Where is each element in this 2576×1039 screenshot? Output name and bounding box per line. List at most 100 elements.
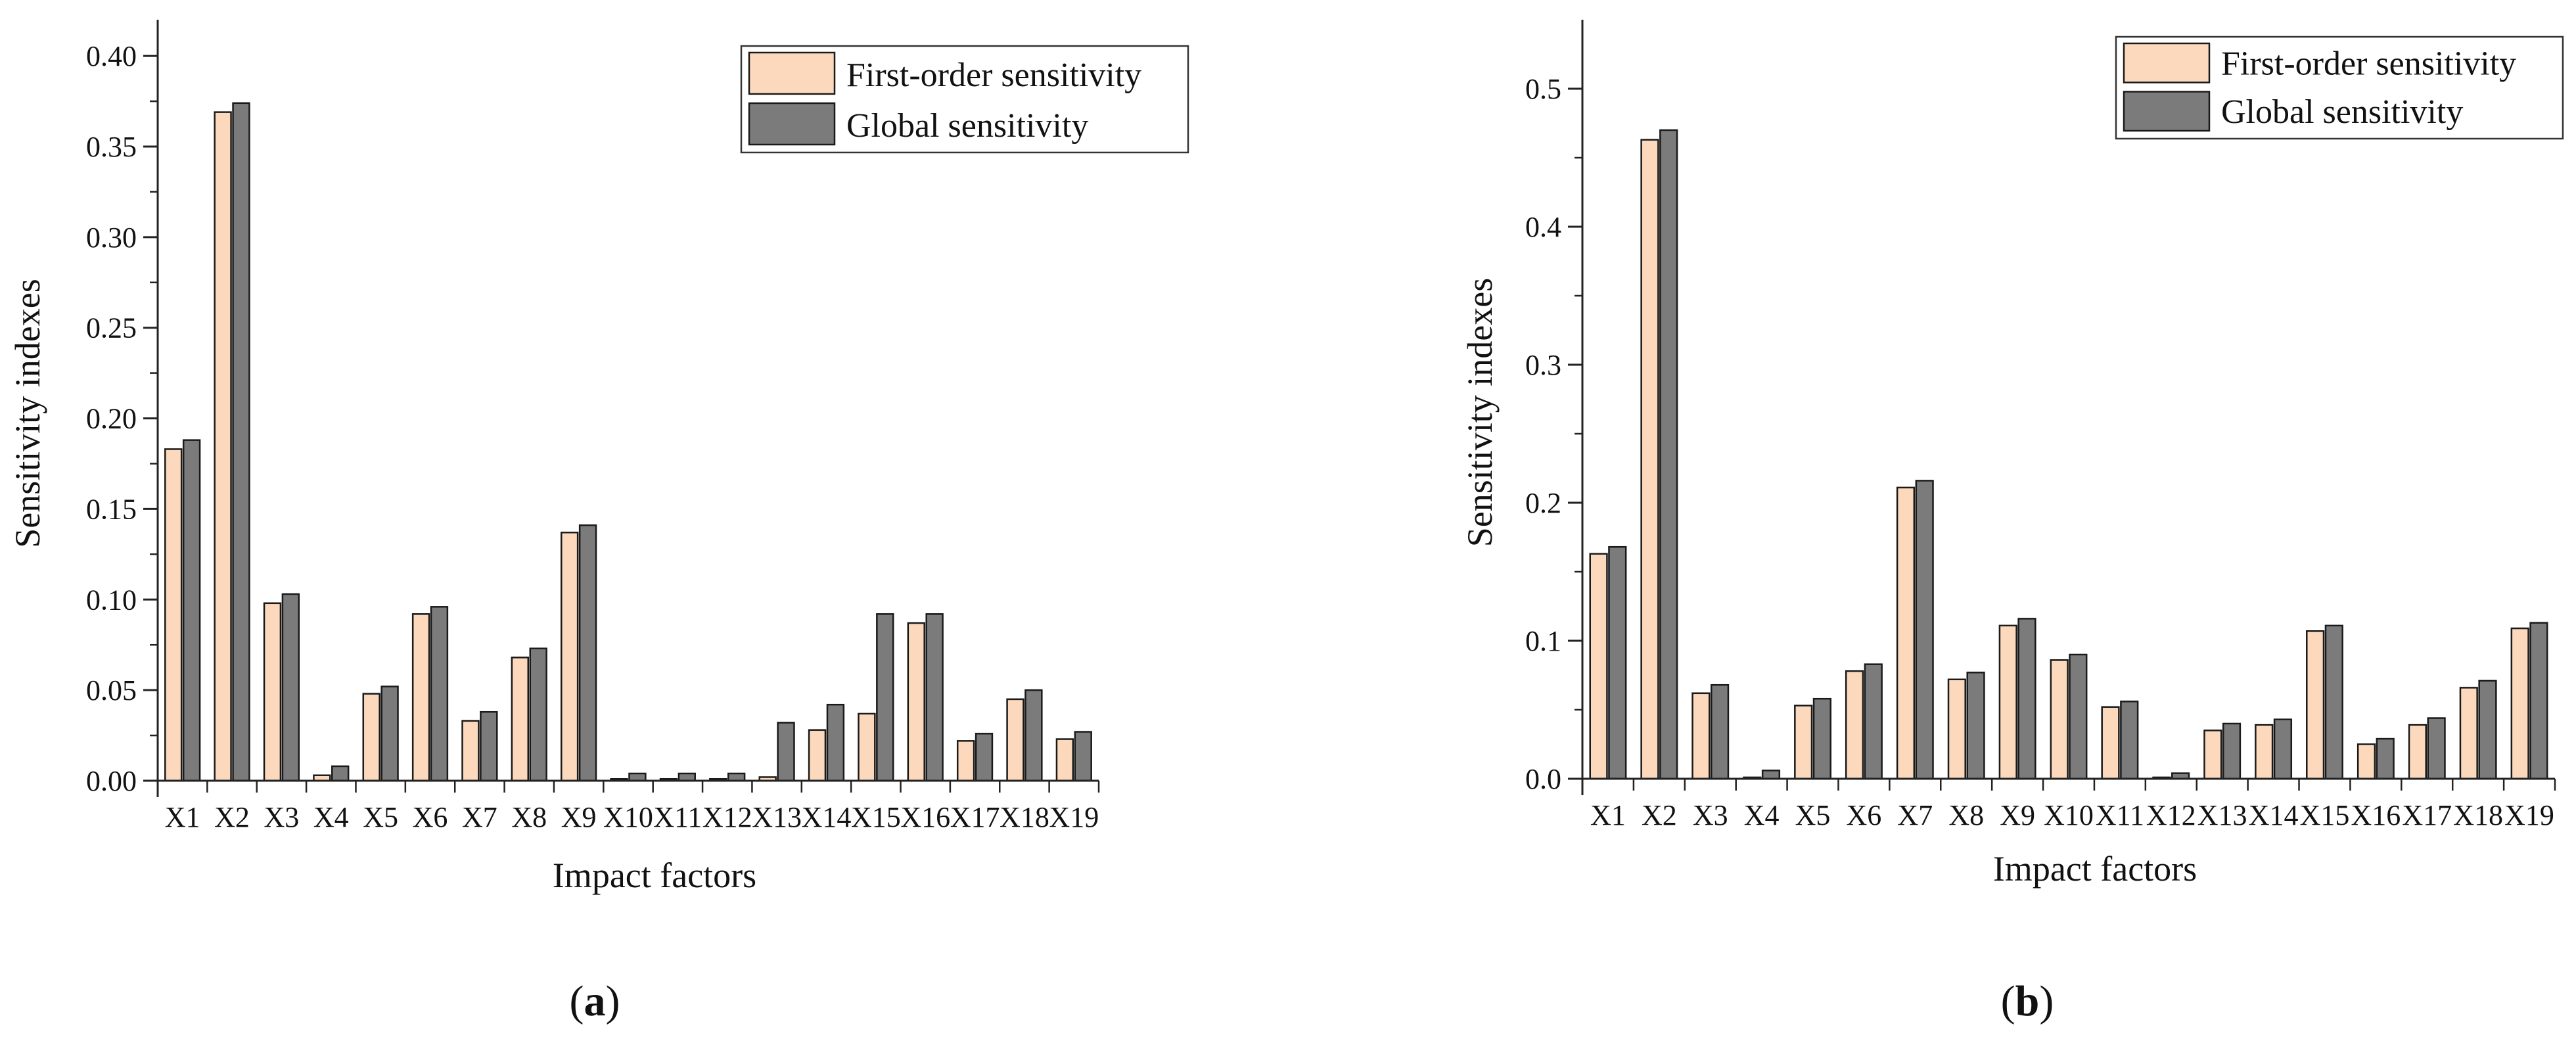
x-tick-label: X17 [2402, 799, 2452, 831]
bar-global-X13 [2222, 722, 2242, 780]
bar-global-X13 [777, 722, 795, 782]
x-tick-label: X15 [851, 801, 901, 833]
bar-global-X7 [480, 710, 498, 782]
bar-first-order-X3 [263, 602, 282, 782]
bar-first-order-X18 [1006, 698, 1024, 782]
bar-first-order-X10 [2050, 659, 2069, 780]
bar-first-order-X9 [561, 532, 579, 782]
x-tick-label: X5 [1795, 799, 1831, 831]
bar-global-X5 [380, 685, 399, 782]
x-tick-label: X12 [2146, 799, 2196, 831]
bar-first-order-X18 [2459, 687, 2478, 780]
bar-global-X16 [925, 613, 944, 782]
x-tick-label: X19 [1049, 801, 1099, 833]
x-tick-label: X6 [1847, 799, 1882, 831]
legend-swatch-first-order [2123, 42, 2211, 83]
bar-first-order-X15 [858, 712, 876, 782]
panel-caption: (a) [570, 977, 620, 1025]
x-tick-label: X13 [2197, 799, 2247, 831]
bar-first-order-X6 [411, 613, 430, 782]
y-axis-title: Sensitivity indexes [1460, 278, 1500, 547]
bar-global-X3 [281, 593, 300, 782]
bar-global-X16 [2376, 737, 2395, 780]
x-tick-label: X14 [802, 801, 852, 833]
x-tick-label: X9 [561, 801, 597, 833]
bar-global-X1 [1608, 545, 1627, 780]
bar-first-order-X15 [2306, 630, 2325, 780]
bar-first-order-X1 [1589, 553, 1608, 780]
bar-first-order-X11 [2101, 706, 2120, 780]
bar-first-order-X9 [1998, 624, 2017, 780]
bar-global-X2 [232, 102, 250, 782]
y-tick-label: 0.10 [86, 584, 137, 616]
legend-swatch-global [2123, 91, 2211, 132]
legend-label-global: Global sensitivity [846, 107, 1088, 145]
bar-first-order-X19 [1055, 738, 1074, 782]
y-tick-label: 0.00 [86, 765, 137, 797]
bar-global-X4 [1761, 770, 1781, 780]
y-tick-label: 0.0 [1525, 763, 1561, 795]
x-axis-title: Impact factors [553, 856, 756, 895]
x-tick-label: X1 [1590, 799, 1626, 831]
bar-first-order-X14 [2255, 724, 2274, 780]
bar-first-order-X6 [1845, 670, 1864, 780]
x-tick-label: X8 [511, 801, 547, 833]
bar-global-X9 [2017, 618, 2036, 780]
x-axis-title: Impact factors [1993, 849, 2197, 889]
bar-first-order-X16 [2357, 743, 2376, 780]
x-tick-label: X11 [2096, 799, 2144, 831]
bar-first-order-X5 [1794, 704, 1813, 780]
legend-label-global: Global sensitivity [2221, 93, 2463, 131]
bar-global-X17 [2427, 717, 2446, 780]
bar-global-X10 [2069, 653, 2088, 780]
panel-a-chart: 0.00 0.05 0.10 0.15 0.20 0.25 0.30 0.35 0.40 X1 X2… [8, 20, 1189, 1025]
y-tick-label: 0.40 [86, 40, 137, 72]
y-tick-label: 0.20 [86, 403, 137, 435]
y-tick-label: 0.05 [86, 674, 137, 706]
x-tick-label: X10 [2044, 799, 2094, 831]
y-tick-label: 0.1 [1525, 625, 1561, 657]
bar-global-X3 [1710, 683, 1730, 780]
bar-first-order-X13 [2203, 729, 2222, 780]
x-tick-label: X11 [653, 801, 702, 833]
y-tick-label: 0.3 [1525, 349, 1561, 381]
bar-global-X9 [578, 524, 597, 782]
x-tick-label: X18 [2453, 799, 2503, 831]
bar-first-order-X17 [2408, 724, 2427, 780]
bar-global-X18 [2478, 680, 2497, 780]
x-tick-label: X5 [363, 801, 398, 833]
y-tick-label: 0.35 [86, 131, 137, 163]
bar-global-X4 [331, 765, 350, 782]
y-tick-label: 0.15 [86, 493, 137, 525]
panel-b-chart: 0.00.10.20.30.40.5X1 X2 X3 X4 X5 X6 X7 X8 X9 X10 X… [1460, 20, 2564, 1025]
x-tick-label: X2 [1642, 799, 1677, 831]
panel-caption: (b) [2001, 977, 2054, 1025]
x-tick-label: X14 [2249, 799, 2299, 831]
bar-first-order-X8 [511, 657, 530, 782]
x-tick-label: X8 [1948, 799, 1984, 831]
x-tick-label: X16 [900, 801, 950, 833]
bar-first-order-X19 [2510, 627, 2529, 780]
y-tick-label: 0.30 [86, 221, 137, 254]
y-tick-label: 0.5 [1525, 73, 1561, 105]
x-tick-label: X3 [1693, 799, 1728, 831]
y-tick-label: 0.2 [1525, 487, 1561, 519]
bar-global-X8 [1966, 672, 1985, 780]
x-tick-label: X17 [950, 801, 1000, 833]
bar-first-order-X8 [1947, 678, 1966, 780]
bar-global-X19 [1074, 731, 1092, 782]
x-tick-label: X7 [1897, 799, 1933, 831]
bar-global-X10 [628, 772, 647, 782]
bar-first-order-X7 [461, 720, 480, 782]
x-tick-label: X4 [1744, 799, 1780, 831]
bar-global-X17 [975, 733, 994, 782]
x-tick-label: X18 [1000, 801, 1049, 833]
y-tick-label: 0.25 [86, 312, 137, 344]
x-tick-label: X3 [264, 801, 300, 833]
legend-label-first-order: First-order sensitivity [846, 57, 1141, 94]
bar-first-order-X1 [164, 448, 183, 782]
x-tick-label: X12 [702, 801, 752, 833]
bar-first-order-X2 [214, 111, 232, 782]
x-tick-label: X6 [413, 801, 448, 833]
bar-global-X11 [2120, 701, 2139, 780]
